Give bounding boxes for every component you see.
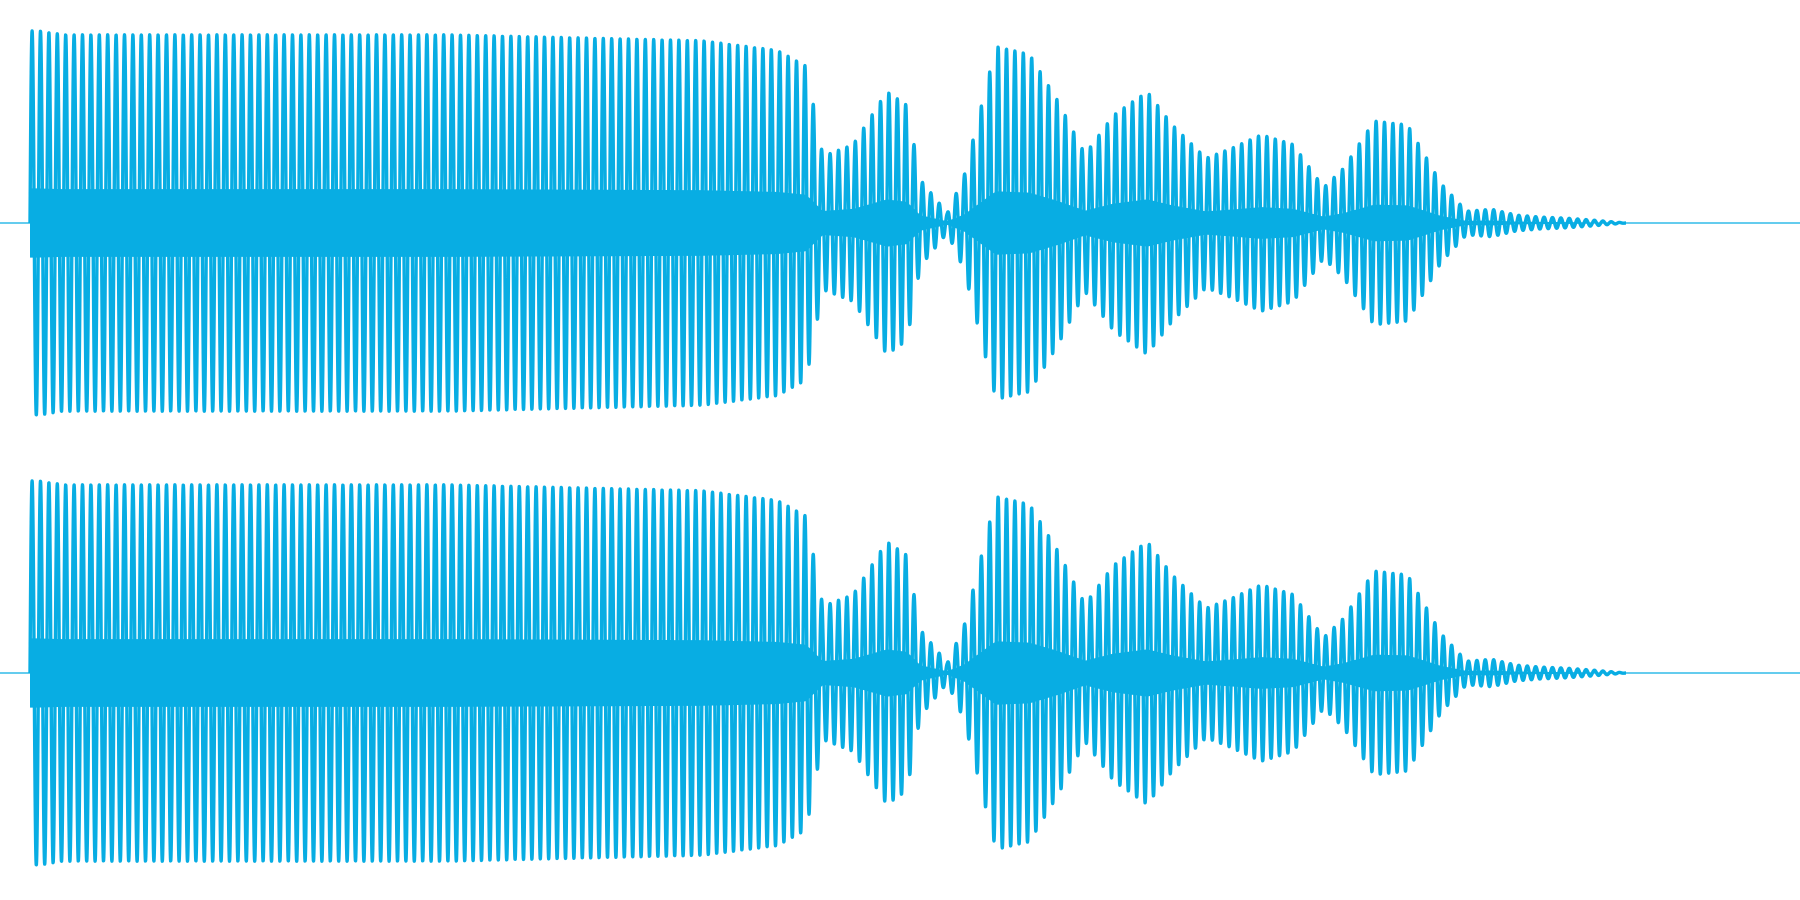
channel-2 bbox=[0, 479, 1800, 867]
channels-layer bbox=[0, 29, 1800, 867]
channel-2-waveform-core bbox=[30, 638, 1626, 708]
channel-1 bbox=[0, 29, 1800, 417]
channel-1-waveform-core bbox=[30, 188, 1626, 258]
